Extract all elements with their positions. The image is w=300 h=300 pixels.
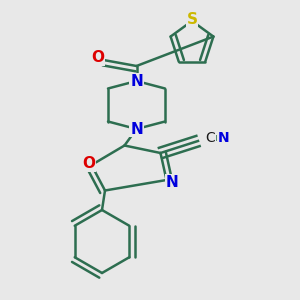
Text: O: O [92,50,105,65]
Text: S: S [187,12,197,27]
Text: N: N [166,175,178,190]
Text: O: O [82,156,95,171]
Text: N: N [130,122,143,136]
Text: N: N [218,131,229,145]
Text: N: N [130,74,143,88]
Text: C: C [206,131,215,145]
